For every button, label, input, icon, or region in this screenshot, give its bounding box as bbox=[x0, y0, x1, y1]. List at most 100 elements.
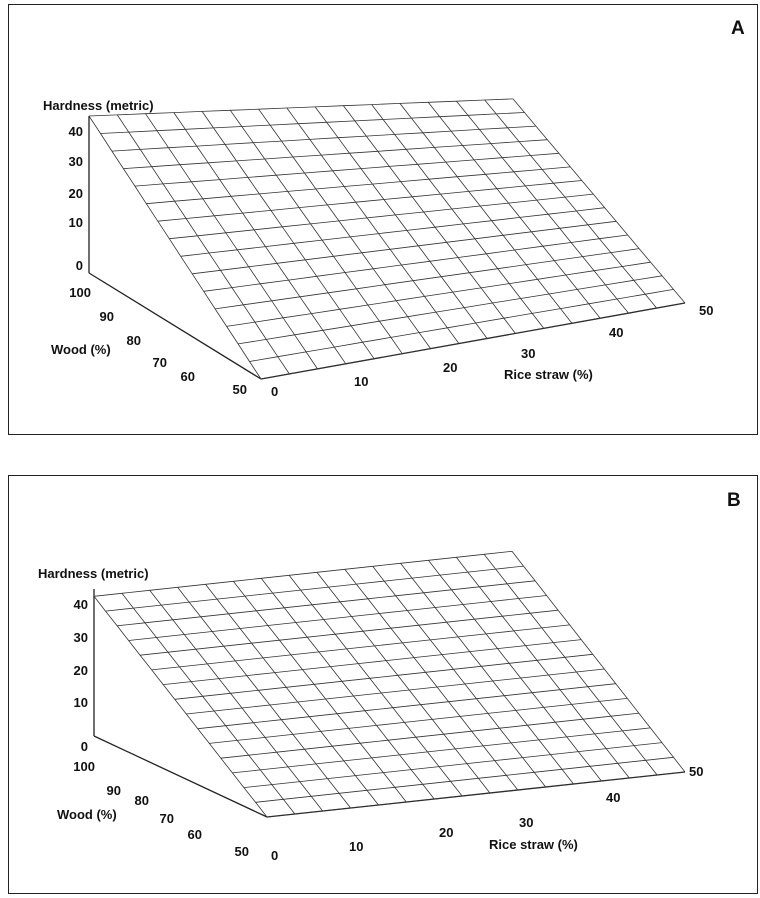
wood-axis-title: Wood (%) bbox=[57, 807, 117, 822]
surface-mesh-line bbox=[428, 560, 602, 782]
surface-mesh-line bbox=[201, 111, 375, 359]
surface-mesh-line bbox=[483, 554, 658, 776]
surface-mesh-line bbox=[232, 581, 407, 803]
rice-straw-tick-label: 50 bbox=[699, 303, 713, 318]
rice-straw-tick-label: 0 bbox=[271, 848, 278, 863]
surface-mesh-line bbox=[123, 139, 548, 169]
surface-mesh-line bbox=[146, 166, 571, 205]
wood-tick-label: 50 bbox=[233, 382, 247, 397]
surface-mesh-line bbox=[288, 575, 463, 797]
hardness-tick-label: 20 bbox=[69, 186, 83, 201]
surface-mesh-line bbox=[286, 107, 460, 344]
hardness-tick-label: 0 bbox=[81, 739, 88, 754]
surface-mesh-line bbox=[203, 234, 628, 292]
wood-tick-label: 60 bbox=[188, 827, 202, 842]
surface-mesh-line bbox=[93, 596, 268, 818]
wood-tick-label: 50 bbox=[235, 844, 249, 859]
surface-mesh-line bbox=[197, 683, 616, 730]
rice-straw-tick-label: 50 bbox=[689, 764, 703, 779]
surface-mesh-line bbox=[180, 207, 605, 257]
surface-mesh-line bbox=[177, 587, 351, 809]
wood-tick-label: 90 bbox=[107, 783, 121, 798]
hardness-tick-label: 30 bbox=[69, 154, 83, 169]
wood-axis-line bbox=[93, 735, 268, 818]
hardness-axis-title: Hardness (metric) bbox=[38, 566, 149, 581]
rice-straw-tick-label: 10 bbox=[354, 374, 368, 389]
chart-a-svg: 0 10 20 30 40 100 90 80 70 60 50 0 10 20 30 40 50 Hardnes… bbox=[43, 18, 745, 399]
surface-mesh-line bbox=[249, 289, 674, 362]
hardness-tick-label: 0 bbox=[76, 258, 83, 273]
surface-mesh-line bbox=[260, 302, 686, 380]
surface-mesh-line bbox=[343, 105, 516, 334]
surface-mesh-line bbox=[255, 756, 674, 803]
rice-straw-tick-label: 20 bbox=[443, 360, 457, 375]
surface-mesh-line bbox=[314, 106, 488, 339]
surface-mesh-line bbox=[128, 595, 547, 641]
wood-tick-label: 100 bbox=[73, 759, 95, 774]
chart-panel-b: 0 10 20 30 40 100 90 80 70 60 50 0 10 20 30 40 50 Hardnes… bbox=[8, 475, 758, 894]
rice-straw-tick-label: 10 bbox=[349, 839, 363, 854]
surface-mesh-line bbox=[243, 742, 662, 788]
surface-mesh-line bbox=[140, 609, 559, 656]
rice-straw-axis-title: Rice straw (%) bbox=[504, 367, 593, 382]
surface-mesh-line bbox=[371, 104, 545, 329]
surface-mesh-line bbox=[111, 125, 536, 152]
surface-mesh-line bbox=[134, 152, 559, 187]
rice-straw-tick-label: 20 bbox=[439, 825, 453, 840]
hardness-tick-label: 30 bbox=[74, 630, 88, 645]
rice-straw-axis-title: Rice straw (%) bbox=[489, 837, 578, 852]
surface-mesh-line bbox=[238, 275, 663, 345]
rice-straw-tick-label: 30 bbox=[519, 815, 533, 830]
surface-mesh-line bbox=[149, 590, 324, 812]
surface-mesh-line bbox=[511, 551, 686, 773]
wood-axis-line bbox=[88, 272, 262, 380]
surface-mesh-line bbox=[260, 578, 435, 800]
hardness-tick-label: 40 bbox=[69, 124, 83, 139]
surface-mesh-line bbox=[316, 572, 491, 794]
hardness-tick-label: 40 bbox=[74, 597, 88, 612]
surface-mesh-line bbox=[220, 712, 639, 759]
wood-tick-label: 90 bbox=[100, 309, 114, 324]
surface-mesh-line bbox=[174, 653, 593, 700]
surface-mesh-line bbox=[215, 248, 640, 310]
surface-mesh-line bbox=[117, 580, 536, 627]
surface-mesh-line bbox=[400, 563, 574, 785]
surface-mesh-line bbox=[229, 110, 403, 354]
wood-tick-label: 70 bbox=[153, 355, 167, 370]
surface-mesh-line bbox=[163, 639, 582, 685]
surface-mesh-line bbox=[100, 112, 525, 134]
hardness-axis-title: Hardness (metric) bbox=[43, 98, 154, 113]
rice-straw-tick-label: 0 bbox=[271, 384, 278, 399]
surface-mesh-line bbox=[512, 98, 686, 304]
chart-b-svg: 0 10 20 30 40 100 90 80 70 60 50 0 10 20 30 40 50 Hardnes… bbox=[38, 490, 741, 863]
hardness-tick-label: 20 bbox=[74, 663, 88, 678]
wood-tick-label: 70 bbox=[160, 811, 174, 826]
hardness-tick-label: 10 bbox=[69, 215, 83, 230]
surface-mesh-line bbox=[205, 584, 379, 806]
panel-letter-label: A bbox=[731, 18, 745, 39]
surface-mesh-line bbox=[456, 100, 629, 314]
surface-mesh-line bbox=[192, 220, 617, 275]
wood-tick-label: 60 bbox=[181, 369, 195, 384]
surface-mesh-line bbox=[372, 566, 547, 788]
surface-mesh-line bbox=[173, 112, 347, 365]
surface-mesh-line bbox=[186, 668, 605, 715]
surface-mesh-line bbox=[88, 115, 262, 380]
wood-tick-label: 80 bbox=[127, 333, 141, 348]
surface-mesh-line bbox=[258, 108, 431, 349]
surface-mesh-line bbox=[226, 261, 651, 327]
surface-mesh-line bbox=[266, 771, 686, 818]
surface-mesh-line bbox=[455, 557, 630, 779]
surface-mesh-line bbox=[427, 102, 601, 319]
surface-mesh-line bbox=[145, 113, 318, 370]
wood-tick-label: 80 bbox=[135, 793, 149, 808]
surface-mesh-line bbox=[105, 565, 524, 612]
surface-mesh-line bbox=[344, 569, 519, 791]
surface-mesh-line bbox=[121, 593, 296, 815]
panel-letter-label: B bbox=[727, 490, 741, 511]
surface-mesh-line bbox=[151, 624, 570, 671]
rice-straw-tick-label: 40 bbox=[609, 325, 623, 340]
chart-panel-a: 0 10 20 30 40 100 90 80 70 60 50 0 10 20 30 40 50 Hardnes… bbox=[8, 4, 758, 435]
wood-tick-label: 100 bbox=[69, 285, 91, 300]
surface-mesh-line bbox=[116, 114, 290, 375]
